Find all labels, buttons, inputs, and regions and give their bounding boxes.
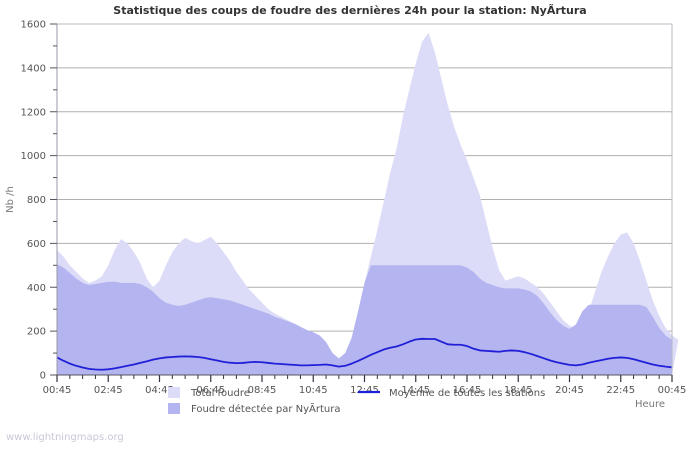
average-line-layer	[56, 337, 673, 371]
svg-text:Total foudre: Total foudre	[190, 388, 250, 399]
svg-text:1600: 1600	[21, 20, 46, 31]
svg-text:800: 800	[27, 195, 46, 206]
svg-text:06:45: 06:45	[196, 385, 225, 396]
area-series-layer	[57, 32, 679, 375]
svg-text:1000: 1000	[21, 151, 46, 162]
svg-text:Moyenne de toutes les stations: Moyenne de toutes les stations	[389, 388, 545, 399]
svg-text:00:45: 00:45	[43, 385, 72, 396]
x-axis-ticks: 00:45 02:45 04:45 06:45 08:45 10:45 12:45 14:45…	[43, 375, 687, 396]
site-watermark: www.lightningmaps.org	[6, 432, 124, 443]
svg-text:12:45: 12:45	[350, 385, 379, 396]
svg-text:04:45: 04:45	[145, 385, 174, 396]
svg-text:Heure: Heure	[635, 399, 665, 410]
axis-names: Nb /h Heure	[5, 186, 665, 410]
svg-text:200: 200	[27, 327, 46, 338]
svg-text:1200: 1200	[21, 107, 46, 118]
svg-text:00:45: 00:45	[658, 385, 687, 396]
svg-text:Nb /h: Nb /h	[5, 186, 16, 213]
svg-text:Foudre détectée par NyÃ­rtura: Foudre détectée par NyÃ­rtura	[191, 402, 341, 415]
svg-text:02:45: 02:45	[94, 385, 123, 396]
chart-legend: Total foudre Foudre détectée par NyÃ­rtur…	[168, 387, 545, 415]
svg-text:14:45: 14:45	[401, 385, 430, 396]
svg-text:20:45: 20:45	[555, 385, 584, 396]
svg-text:1400: 1400	[21, 63, 46, 74]
svg-text:400: 400	[27, 283, 46, 294]
svg-text:22:45: 22:45	[606, 385, 635, 396]
chart-title: Statistique des coups de foudre des dern…	[113, 4, 587, 17]
svg-text:08:45: 08:45	[248, 385, 277, 396]
y-axis-ticks: 0 200 400 600 800 1000 1200 1400 1600	[21, 20, 57, 382]
svg-text:600: 600	[27, 239, 46, 250]
svg-text:18:45: 18:45	[504, 385, 533, 396]
svg-text:16:45: 16:45	[453, 385, 482, 396]
svg-text:10:45: 10:45	[299, 385, 328, 396]
svg-text:0: 0	[40, 371, 46, 382]
